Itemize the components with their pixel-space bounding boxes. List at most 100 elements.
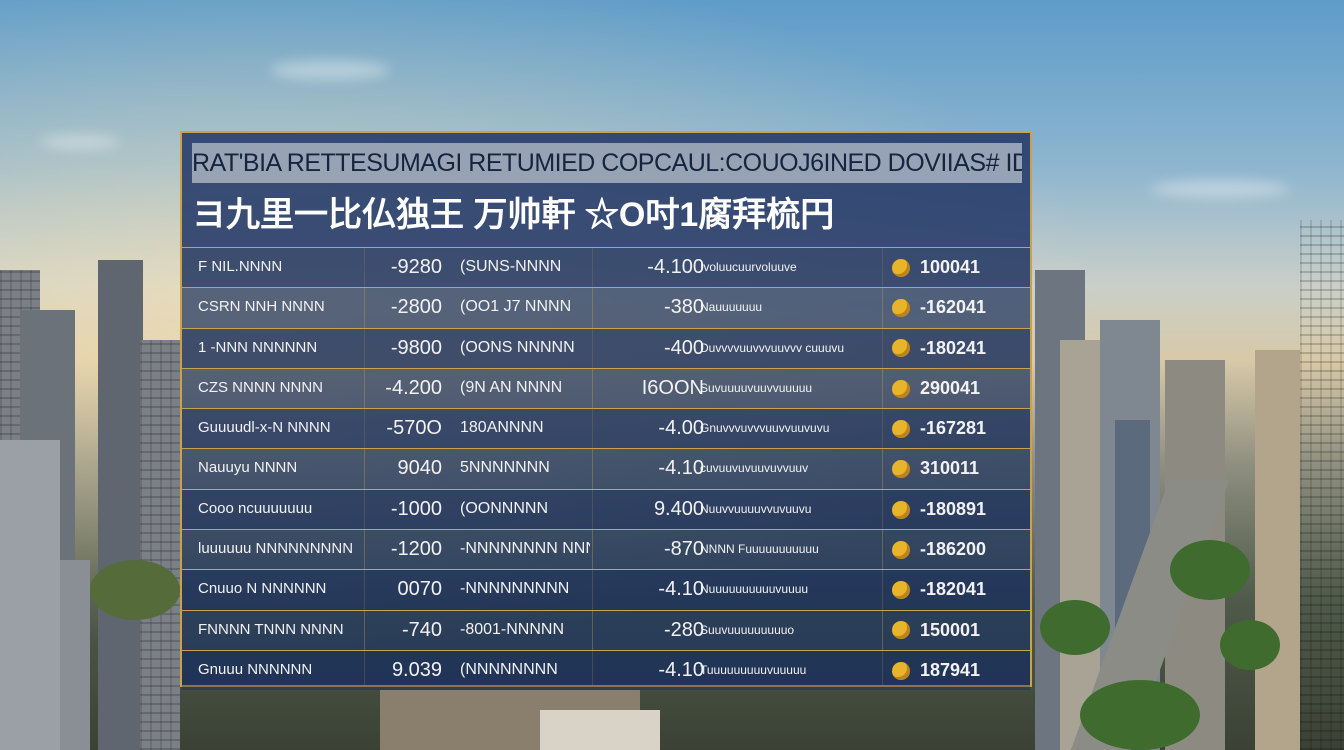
coin-icon <box>886 449 916 487</box>
coin-icon <box>892 419 910 438</box>
coin-icon <box>886 611 916 649</box>
row-name: FNNNN TNNN NNNN <box>198 620 344 638</box>
row-description: Nauuuuuuu <box>700 300 763 315</box>
coin-icon <box>886 248 916 286</box>
row-value: -9280 <box>390 256 442 278</box>
row-delta: -4.100 <box>647 256 704 278</box>
data-table: F NIL.NNNN -9280 (SUNS-NNNN -4.100 Ivoluucuu… <box>182 247 1030 691</box>
row-delta: -4.00 <box>658 417 704 440</box>
building <box>1255 350 1300 750</box>
coin-icon <box>892 621 910 640</box>
coin-icon <box>892 500 910 519</box>
row-code: (SUNS-NNNN <box>460 258 562 275</box>
row-code: 180ANNNN <box>460 419 544 437</box>
row-description: Suuvuuuuuuuuuo <box>700 622 795 637</box>
row-name: Cnuuo N NNNNNN <box>198 580 327 598</box>
row-value: -2800 <box>390 296 442 319</box>
row-delta: -380 <box>663 296 704 319</box>
row-value: 0070 <box>397 578 443 601</box>
coin-icon <box>886 570 916 608</box>
row-total: -182041 <box>920 579 987 600</box>
tree <box>1170 540 1250 600</box>
row-value: -1000 <box>390 497 442 520</box>
row-description: Nuuvvuuuuvvuvuuvu <box>700 501 812 516</box>
row-delta: -4.10 <box>658 457 704 480</box>
coin-icon <box>892 379 910 398</box>
panel-subtitle: ヨ九里一比仏独王 万帅軒 ☆O吋1腐拜梳円 <box>192 196 835 234</box>
row-total: -180891 <box>920 498 987 519</box>
coin-icon <box>886 329 916 367</box>
row-name: Gnuuu NNNNNN <box>198 660 313 678</box>
coin-icon <box>892 581 910 600</box>
row-name: Cooo ncuuuuuuu <box>198 499 313 517</box>
row-name: luuuuuu NNNNNNNNN <box>198 540 354 558</box>
coin-icon <box>886 651 916 689</box>
row-value: 9040 <box>397 457 443 480</box>
table-row: CSRN NNH NNNN -2800 (OO1 J7 NNNN -380 Nauuuu… <box>182 287 1030 327</box>
cloud <box>270 60 390 80</box>
building <box>540 710 660 750</box>
row-code: -8001-NNNNN <box>460 620 565 638</box>
coin-icon <box>892 661 910 680</box>
row-total: -162041 <box>920 297 987 318</box>
coin-icon <box>892 540 910 559</box>
coin-icon <box>892 258 910 277</box>
row-total: -167281 <box>920 418 987 439</box>
tree <box>1040 600 1110 655</box>
row-total: -180241 <box>920 337 987 358</box>
column-divider <box>592 247 593 687</box>
table-row: Cooo ncuuuuuuu -1000 (OONNNNN 9.400 Nuuvvuuu… <box>182 488 1030 530</box>
table-row: 1 -NNN NNNNNN -9800 (OONS NNNNN -400 Duvvvvu… <box>182 327 1030 368</box>
row-description: Gnuvvvuvvvuuvvuuvuvu <box>700 421 830 436</box>
coin-icon <box>892 339 910 358</box>
coin-icon <box>886 288 916 326</box>
coin-icon <box>892 299 910 318</box>
coin-icon <box>886 530 916 568</box>
row-description: Nuuuuuuuuuuvuuuu <box>700 582 809 597</box>
row-name: F NIL.NNNN <box>198 258 283 275</box>
cloud <box>40 135 120 149</box>
tree <box>1080 680 1200 750</box>
row-total: 150001 <box>920 619 981 640</box>
building <box>0 440 60 750</box>
row-description: Ivoluucuurvoluuve <box>700 260 797 274</box>
row-total: 187941 <box>920 659 981 680</box>
table-row: CZS NNNN NNNN -4.200 (9N AN NNNN I6OON Suvuu… <box>182 367 1030 408</box>
coin-icon <box>886 369 916 407</box>
row-value: 9.039 <box>391 658 442 681</box>
coin-icon <box>886 409 916 447</box>
row-description: Duvvvvuuvvvuuvvv cuuuvu <box>700 340 845 355</box>
row-delta: -870 <box>663 538 704 561</box>
row-description: NNNN Fuuuuuuuuuuu <box>700 542 819 557</box>
coin-icon <box>892 460 910 479</box>
row-delta: I6OON <box>641 376 704 399</box>
row-value: -740 <box>401 618 442 641</box>
row-code: 5NNNNNNN <box>460 459 550 477</box>
column-divider <box>364 247 365 687</box>
data-panel: RAT'BIA RETTESUMAGI RETUMIED COPCAUL:COU… <box>180 131 1032 691</box>
row-description: Tuuuuuuuuuvuuuuu <box>700 662 807 677</box>
row-total: -186200 <box>920 539 987 560</box>
table-row: Cnuuo N NNNNNN 0070 -NNNNNNNNN -4.10 Nuuuuuu… <box>182 569 1030 610</box>
row-description: Suvuuuuvuuvvuuuuu <box>700 380 813 395</box>
row-value: -4.200 <box>385 376 442 399</box>
row-value: -1200 <box>390 538 442 561</box>
row-name: CZS NNNN NNNN <box>198 378 323 396</box>
row-code: (9N AN NNNN <box>460 378 563 396</box>
row-code: -NNNNNNNN NNN <box>460 540 590 558</box>
table-row: Guuuudl-x-N NNNN -570O 180ANNNN -4.00 Gnuvvv… <box>182 408 1030 449</box>
row-code: (OONNNNN <box>460 499 548 517</box>
row-name: Guuuudl-x-N NNNN <box>198 419 331 437</box>
row-code: (OONS NNNNN <box>460 338 575 356</box>
row-value: -570O <box>386 417 442 440</box>
row-total: 310011 <box>920 458 980 479</box>
tree <box>90 560 180 620</box>
row-delta: -4.10 <box>658 658 704 681</box>
row-code: (OO1 J7 NNNN <box>460 298 572 316</box>
coin-icon <box>886 490 916 528</box>
building <box>1060 340 1100 750</box>
building <box>140 340 180 750</box>
cloud <box>1150 180 1290 198</box>
row-delta: -280 <box>663 618 704 641</box>
row-code: -NNNNNNNNN <box>460 580 570 598</box>
